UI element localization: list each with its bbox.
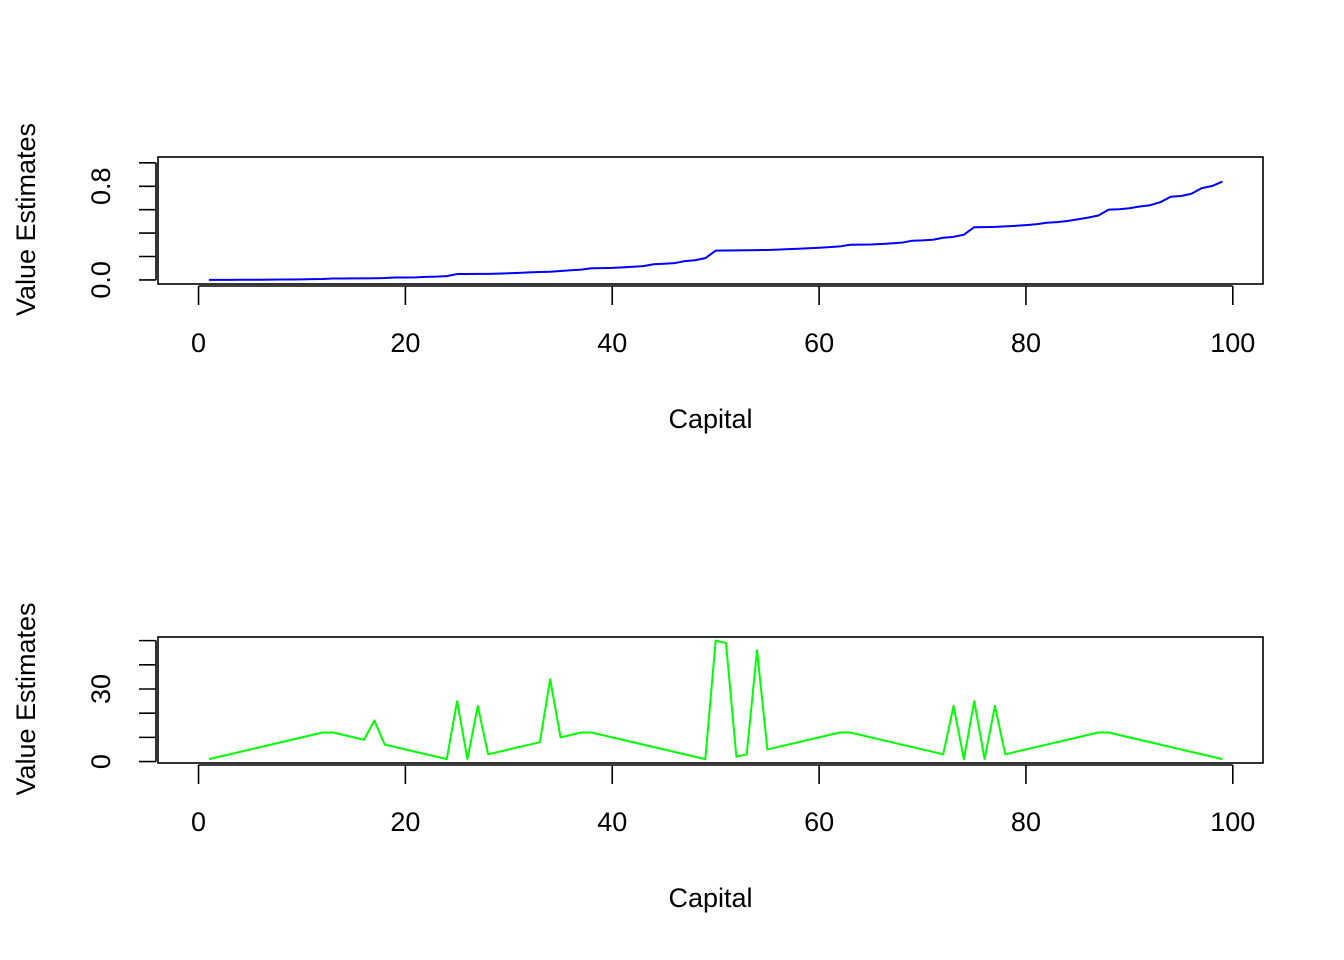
bottom-x-tick-label: 100 — [1210, 807, 1255, 837]
top-y-tick-label: 0.8 — [86, 167, 116, 205]
bottom-x-tick-label: 60 — [804, 807, 834, 837]
bottom-plot-box — [157, 636, 1264, 764]
bottom-x-tick-label: 20 — [390, 807, 420, 837]
top-series-line — [208, 180, 1223, 281]
top-x-tick-label: 20 — [390, 328, 420, 358]
bottom-series-line — [208, 639, 1223, 761]
top-chart-panel: 0 20 40 60 80 100 0.0 0.8 Capital Value Estimates — [11, 123, 1264, 434]
bottom-x-tick-label: 0 — [191, 807, 206, 837]
top-plot-box — [157, 156, 1264, 285]
bottom-x-axis-label: Capital — [668, 883, 752, 913]
top-x-tick-label: 100 — [1210, 328, 1255, 358]
bottom-y-tick-label: 0 — [86, 754, 116, 769]
bottom-y-axis-label: Value Estimates — [11, 602, 41, 795]
top-x-tick-label: 60 — [804, 328, 834, 358]
top-x-tick-label: 40 — [597, 328, 627, 358]
bottom-y-tick-label: 30 — [86, 674, 116, 704]
bottom-chart-panel: 0 20 40 60 80 100 0 30 Capital Value Estimates — [11, 602, 1264, 913]
top-x-axis-label: Capital — [668, 404, 752, 434]
top-y-axis-label: Value Estimates — [11, 123, 41, 316]
top-y-tick-label: 0.0 — [86, 261, 116, 299]
bottom-x-tick-label: 80 — [1011, 807, 1041, 837]
top-x-tick-label: 0 — [191, 328, 206, 358]
bottom-x-tick-label: 40 — [597, 807, 627, 837]
top-x-tick-label: 80 — [1011, 328, 1041, 358]
